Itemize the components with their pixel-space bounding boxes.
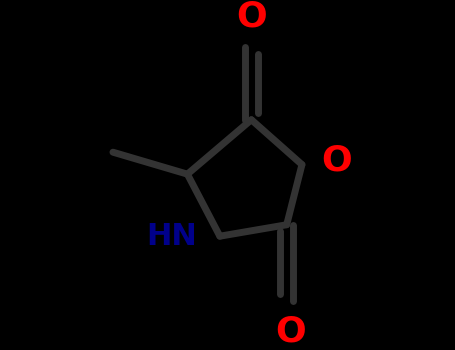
Text: O: O (236, 0, 267, 34)
Text: O: O (275, 314, 306, 349)
Text: HN: HN (146, 222, 197, 251)
Text: O: O (321, 144, 352, 178)
